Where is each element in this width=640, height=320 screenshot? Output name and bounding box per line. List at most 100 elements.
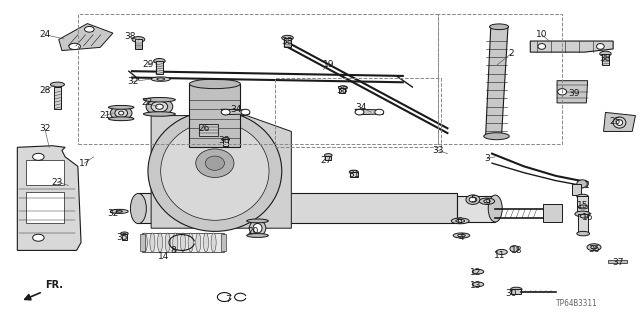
Text: 20: 20 bbox=[248, 227, 259, 236]
Ellipse shape bbox=[324, 154, 332, 157]
Ellipse shape bbox=[451, 218, 469, 224]
Ellipse shape bbox=[479, 198, 495, 204]
Ellipse shape bbox=[51, 82, 65, 87]
Text: 38: 38 bbox=[600, 54, 611, 63]
Polygon shape bbox=[557, 81, 588, 103]
Ellipse shape bbox=[118, 111, 124, 115]
Ellipse shape bbox=[490, 24, 509, 30]
Bar bbox=[26, 192, 64, 223]
Ellipse shape bbox=[339, 86, 348, 90]
Text: 24: 24 bbox=[39, 30, 51, 39]
Ellipse shape bbox=[469, 197, 477, 202]
Bar bbox=[189, 84, 241, 147]
Polygon shape bbox=[17, 146, 81, 251]
Bar bbox=[122, 234, 127, 240]
Ellipse shape bbox=[165, 233, 170, 252]
Text: 27: 27 bbox=[321, 156, 332, 164]
Ellipse shape bbox=[510, 246, 519, 252]
Polygon shape bbox=[59, 24, 113, 51]
Ellipse shape bbox=[156, 104, 163, 109]
Ellipse shape bbox=[161, 122, 269, 220]
Bar bbox=[602, 54, 609, 65]
Text: 32: 32 bbox=[127, 77, 139, 86]
Text: 26: 26 bbox=[198, 124, 210, 133]
Ellipse shape bbox=[151, 101, 168, 112]
Polygon shape bbox=[151, 116, 291, 228]
Text: 35: 35 bbox=[116, 233, 128, 242]
Ellipse shape bbox=[189, 79, 241, 89]
Polygon shape bbox=[531, 41, 613, 52]
Text: 38: 38 bbox=[219, 136, 230, 146]
Bar bbox=[457, 196, 495, 222]
Ellipse shape bbox=[557, 89, 566, 95]
Bar bbox=[608, 260, 627, 263]
Ellipse shape bbox=[241, 109, 250, 115]
Ellipse shape bbox=[282, 35, 293, 40]
Ellipse shape bbox=[472, 282, 484, 287]
Text: 21: 21 bbox=[99, 111, 110, 120]
Ellipse shape bbox=[355, 109, 364, 115]
Bar bbox=[141, 233, 225, 252]
Ellipse shape bbox=[466, 195, 480, 204]
Ellipse shape bbox=[472, 269, 484, 274]
Text: 19: 19 bbox=[323, 60, 334, 69]
Text: 37: 37 bbox=[612, 258, 624, 267]
Ellipse shape bbox=[246, 234, 268, 237]
Ellipse shape bbox=[132, 36, 145, 42]
Ellipse shape bbox=[591, 246, 597, 249]
Ellipse shape bbox=[157, 233, 163, 252]
Text: 31: 31 bbox=[348, 170, 360, 179]
Bar bbox=[78, 14, 438, 144]
Bar bbox=[325, 156, 332, 160]
Text: 38: 38 bbox=[337, 86, 348, 95]
Ellipse shape bbox=[375, 109, 384, 115]
Text: 9: 9 bbox=[484, 198, 490, 207]
Bar bbox=[275, 77, 441, 147]
Bar bbox=[199, 124, 218, 136]
Text: 25: 25 bbox=[609, 117, 621, 126]
Text: 18: 18 bbox=[511, 246, 522, 255]
Ellipse shape bbox=[115, 108, 127, 117]
Ellipse shape bbox=[484, 200, 490, 203]
Ellipse shape bbox=[131, 194, 147, 224]
Ellipse shape bbox=[33, 234, 44, 241]
Text: 29: 29 bbox=[142, 60, 154, 69]
Ellipse shape bbox=[204, 233, 209, 252]
Ellipse shape bbox=[116, 211, 122, 212]
Bar bbox=[578, 214, 588, 233]
Ellipse shape bbox=[69, 43, 81, 50]
Ellipse shape bbox=[84, 27, 94, 32]
Ellipse shape bbox=[511, 287, 522, 292]
Bar bbox=[26, 160, 64, 185]
Ellipse shape bbox=[496, 250, 508, 254]
Text: 32: 32 bbox=[39, 124, 51, 133]
Ellipse shape bbox=[120, 232, 128, 235]
Text: 34: 34 bbox=[356, 103, 367, 112]
Text: 1: 1 bbox=[584, 181, 589, 190]
Bar bbox=[138, 193, 457, 223]
Ellipse shape bbox=[578, 205, 588, 209]
Bar bbox=[135, 39, 141, 49]
Ellipse shape bbox=[577, 194, 588, 199]
Ellipse shape bbox=[188, 233, 193, 252]
Ellipse shape bbox=[180, 233, 186, 252]
Ellipse shape bbox=[108, 105, 134, 109]
Ellipse shape bbox=[246, 219, 268, 223]
Bar bbox=[350, 172, 358, 178]
Text: 32: 32 bbox=[108, 209, 118, 219]
Text: FR.: FR. bbox=[45, 280, 63, 290]
Ellipse shape bbox=[143, 98, 175, 102]
Polygon shape bbox=[604, 112, 636, 132]
Ellipse shape bbox=[484, 133, 509, 140]
Text: 38: 38 bbox=[281, 36, 292, 45]
Bar bbox=[140, 234, 145, 252]
Ellipse shape bbox=[142, 233, 147, 252]
Text: 14: 14 bbox=[158, 252, 170, 261]
Ellipse shape bbox=[538, 44, 545, 49]
Polygon shape bbox=[486, 27, 508, 135]
Ellipse shape bbox=[577, 180, 588, 188]
Text: 2: 2 bbox=[508, 49, 514, 58]
Text: 23: 23 bbox=[52, 178, 63, 187]
Ellipse shape bbox=[349, 170, 358, 174]
Bar bbox=[572, 184, 580, 195]
